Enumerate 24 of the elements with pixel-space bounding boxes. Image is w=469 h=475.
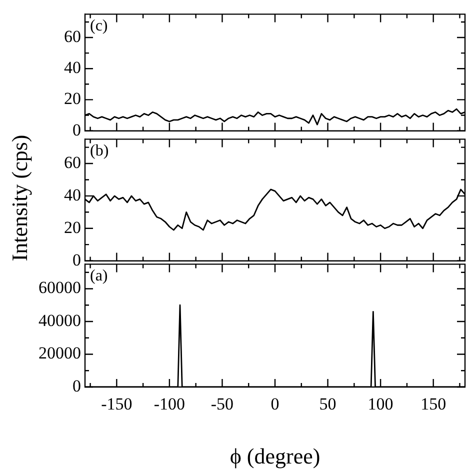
x-tick-label: 100 (368, 394, 394, 414)
y-tick-label: 0 (72, 120, 81, 140)
x-axis-title: ϕ (degree) (230, 444, 320, 469)
x-tick-label: -100 (154, 394, 186, 414)
annotation: (a) (90, 267, 108, 284)
y-axis-title: Intensity (cps) (7, 134, 33, 262)
annotation: (b) (90, 142, 109, 160)
y-tick-label: 0 (72, 376, 81, 396)
x-tick-label: -50 (210, 394, 234, 414)
y-tick-label: 60 (64, 152, 81, 172)
y-tick-label: 0 (72, 250, 81, 270)
y-tick-label: 40000 (38, 310, 81, 330)
y-tick-label: 60 (64, 26, 81, 46)
x-tick-label: 0 (270, 394, 280, 414)
y-tick-label: 40 (64, 58, 81, 78)
y-tick-label: 20 (64, 218, 81, 237)
x-tick-label: -150 (101, 394, 132, 414)
y-tick-label: 40 (64, 185, 81, 204)
y-tick-label: 20000 (38, 344, 81, 363)
x-tick-label: 150 (420, 394, 446, 414)
annotation: (c) (90, 17, 108, 34)
y-tick-label: 20 (64, 89, 81, 108)
x-tick-label: 50 (319, 394, 336, 414)
y-tick-label: 60000 (38, 278, 81, 298)
